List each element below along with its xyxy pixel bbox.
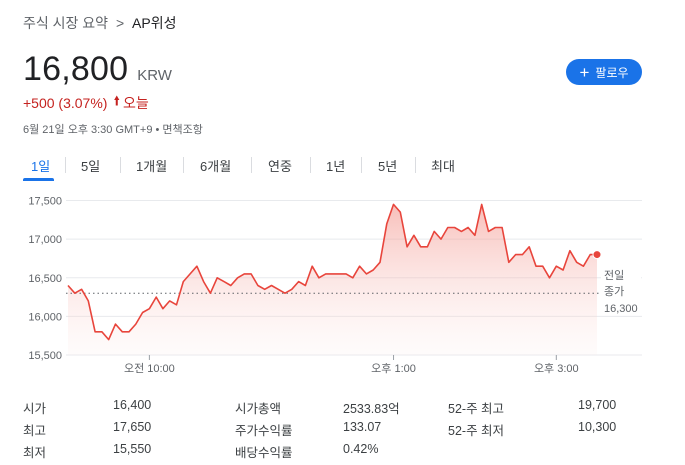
breadcrumb-market-summary-link[interactable]: 주식 시장 요약	[23, 15, 109, 31]
follow-button[interactable]: + 팔로우	[566, 59, 642, 85]
y-tick-label: 16,000	[28, 311, 62, 323]
tab-6-months[interactable]: 6개월	[200, 159, 232, 174]
stat-value-low: 15,550	[113, 442, 152, 456]
y-tick-label: 16,500	[28, 273, 62, 285]
previous-close-label-bg	[601, 265, 641, 315]
price-chart[interactable]: 17,500 17,000 16,500 16,000 15,500 오전 10:00 오후…	[0, 185, 685, 380]
price-line	[67, 203, 597, 341]
tab-1-month[interactable]: 1개월	[136, 159, 168, 174]
tab-1-day[interactable]: 1일	[31, 159, 51, 174]
tab-divider	[251, 157, 252, 173]
arrow-up-icon: 🠙	[113, 93, 120, 108]
stat-label-high: 최고	[23, 424, 47, 438]
tab-divider	[120, 157, 121, 173]
y-tick-label: 15,500	[28, 350, 62, 362]
stat-value-high: 17,650	[113, 420, 152, 434]
tab-ytd[interactable]: 연중	[268, 159, 292, 174]
price-area-fill	[68, 204, 597, 355]
stat-label-low: 최저	[23, 446, 47, 460]
last-price-point	[592, 250, 602, 260]
x-tick-label: 오후 1:00	[371, 362, 416, 375]
stat-label-52w-low: 52-주 최저	[448, 424, 505, 438]
plus-icon: +	[579, 62, 590, 82]
tab-divider	[361, 157, 362, 173]
follow-button-label: 팔로우	[595, 65, 629, 80]
price-change-period: 오늘	[122, 95, 149, 111]
tab-1-year[interactable]: 1년	[326, 159, 346, 174]
previous-close-label-line2: 종가	[604, 285, 624, 298]
stat-value-market-cap: 2533.83억	[343, 402, 400, 416]
tab-max[interactable]: 최대	[431, 159, 455, 174]
stat-value-open: 16,400	[113, 398, 152, 412]
previous-close-value: 16,300	[604, 303, 638, 315]
stat-value-52w-low: 10,300	[578, 420, 617, 434]
stat-value-pe-ratio: 133.07	[343, 420, 382, 434]
active-tab-indicator	[23, 178, 54, 181]
x-tick-label: 오후 3:00	[534, 362, 579, 375]
tab-divider	[415, 157, 416, 173]
breadcrumb: 주식 시장 요약 > AP위성	[23, 13, 176, 33]
current-price: 16,800	[23, 50, 129, 88]
price-change-value: +500 (3.07%)	[23, 95, 108, 111]
breadcrumb-current: AP위성	[132, 15, 177, 31]
stat-label-pe-ratio: 주가수익률	[235, 424, 293, 438]
stat-value-dividend-yield: 0.42%	[343, 442, 379, 456]
stat-label-open: 시가	[23, 402, 47, 416]
y-tick-label: 17,500	[28, 196, 62, 208]
stat-label-52w-high: 52-주 최고	[448, 402, 505, 416]
currency-label: KRW	[137, 67, 172, 84]
tab-5-days[interactable]: 5일	[81, 159, 101, 174]
stat-value-52w-high: 19,700	[578, 398, 617, 412]
y-tick-label: 17,000	[28, 234, 62, 246]
price-change: +500 (3.07%) 🠙 오늘	[23, 92, 149, 114]
breadcrumb-separator: >	[115, 15, 125, 31]
price-row: 16,800 KRW	[23, 50, 172, 89]
stat-label-market-cap: 시가총액	[235, 402, 282, 416]
quote-timestamp: 6월 21일 오후 3:30 GMT+9 • 면책조항	[23, 124, 203, 136]
tab-divider	[183, 157, 184, 173]
tab-divider	[310, 157, 311, 173]
previous-close-label-line1: 전일	[604, 268, 624, 282]
tab-5-years[interactable]: 5년	[378, 159, 398, 174]
x-tick-label: 오전 10:00	[124, 362, 175, 375]
stat-label-dividend-yield: 배당수익률	[235, 446, 293, 460]
time-range-tabs: 1일 5일 1개월 6개월 연중 1년 5년 최대	[23, 150, 643, 181]
tab-divider	[65, 157, 66, 173]
